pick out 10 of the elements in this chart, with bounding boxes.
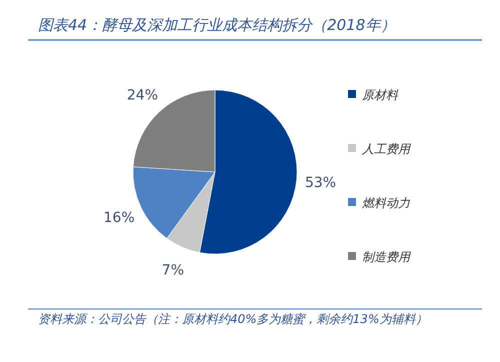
legend-label: 燃料动力 bbox=[361, 196, 410, 210]
data-label: 53% bbox=[304, 174, 336, 191]
data-label: 7% bbox=[162, 262, 184, 278]
legend-label: 制造费用 bbox=[362, 250, 411, 264]
legend-label: 原材料 bbox=[362, 88, 399, 102]
data-label: 16% bbox=[104, 210, 135, 226]
text: 资料来源：公司公告（注：原材料约40%多为糖蜜，剩余约13%为辅料） bbox=[38, 312, 428, 327]
data-label: 24% bbox=[126, 88, 158, 104]
chart-title: 图表44：酵母及深加工行业成本结构拆分（2018年） bbox=[38, 16, 396, 34]
legend-label: 人工费用 bbox=[361, 142, 411, 156]
